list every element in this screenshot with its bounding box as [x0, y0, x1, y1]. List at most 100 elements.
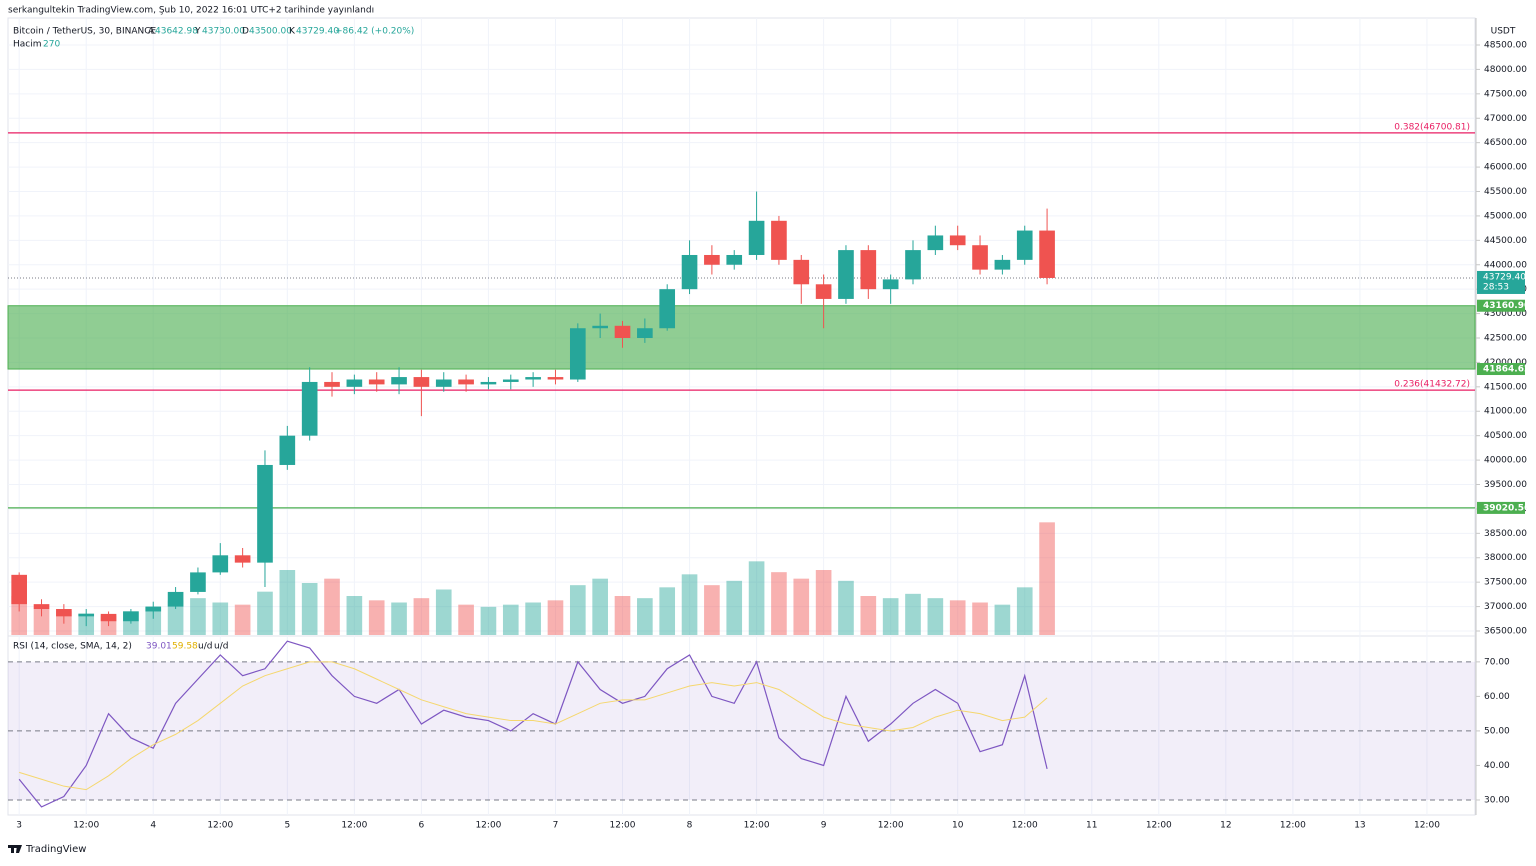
rsi-sma-value: 59.58 — [172, 642, 198, 652]
x-tick-label: 12:00 — [73, 821, 99, 831]
volume-bar — [502, 604, 519, 635]
candle-body — [905, 250, 921, 280]
volume-bar — [614, 596, 631, 635]
volume-bar — [1016, 587, 1033, 635]
volume-bar — [480, 606, 497, 635]
rsi-tick-label: 60.00 — [1484, 692, 1510, 702]
y-tick-label: 36500.00 — [1484, 626, 1527, 636]
rsi-title: RSI (14, close, SMA, 14, 2) — [13, 642, 132, 652]
candle-body — [793, 259, 810, 285]
y-tick-label: 47500.00 — [1484, 89, 1527, 99]
volume-bar — [279, 570, 296, 635]
volume-label: Hacim — [13, 40, 42, 50]
candle-body — [212, 555, 229, 573]
candle-body — [525, 377, 541, 380]
y-tick-label: 43000.00 — [1484, 309, 1527, 319]
x-tick-label: 11 — [1086, 821, 1097, 831]
volume-bar — [815, 570, 832, 635]
price-tag — [1477, 270, 1525, 294]
candle-body — [748, 220, 765, 255]
candle-body — [502, 379, 519, 382]
x-tick-label: 12:00 — [744, 821, 770, 831]
x-tick-label: 13 — [1354, 821, 1365, 831]
x-tick-label: 12:00 — [1146, 821, 1172, 831]
volume-bar — [748, 561, 765, 635]
volume-bar — [525, 602, 541, 635]
y-tick-label: 48500.00 — [1484, 41, 1527, 51]
x-tick-label: 12:00 — [1012, 821, 1038, 831]
volume-bar — [190, 598, 206, 635]
volume-bar — [391, 602, 407, 635]
ohlc-value: 43729.40 — [296, 27, 339, 37]
volume-bar — [882, 598, 899, 635]
candle-body — [569, 328, 586, 380]
x-tick-label: 4 — [150, 821, 156, 831]
candle-body — [949, 235, 966, 246]
x-tick-label: 12 — [1220, 821, 1231, 831]
volume-bar — [257, 591, 273, 635]
y-tick-label: 40000.00 — [1484, 456, 1527, 466]
volume-bar — [704, 585, 720, 635]
candle-body — [100, 613, 117, 622]
countdown: 28:53 — [1483, 282, 1509, 292]
y-tick-label: 46000.00 — [1484, 163, 1527, 173]
candle-body — [882, 279, 899, 290]
level-label: 0.382(46700.81) — [1394, 122, 1470, 132]
candle-body — [972, 245, 988, 270]
candle-body — [637, 328, 653, 339]
plot: 0.382(46700.81) 0.236(41432.72) — [7, 122, 1476, 808]
candle-body — [346, 379, 363, 387]
ohlc-header: A 43642.98Y 43730.00D 43500.00K 43729.40+86.… — [148, 27, 414, 37]
volume-bar — [860, 596, 877, 635]
y-tick-label: 45000.00 — [1484, 211, 1527, 221]
y-tick-label: 44000.00 — [1484, 260, 1527, 270]
candle-body — [681, 254, 698, 290]
volume-bar — [324, 578, 340, 635]
logo — [8, 845, 22, 853]
volume-bar — [212, 602, 229, 635]
rsi-tick-label: 70.00 — [1484, 657, 1510, 667]
level-label: 0.236(41432.72) — [1394, 380, 1470, 390]
rsi-line — [18, 640, 1048, 808]
volume-bar — [838, 580, 854, 635]
volume-bar — [905, 593, 921, 635]
ohlc-key: A — [148, 27, 155, 37]
volume-bar — [927, 598, 944, 635]
y-tick-label: 44500.00 — [1484, 236, 1527, 246]
volume-bar — [368, 600, 385, 635]
volume-bar — [435, 589, 452, 635]
volume-bar — [33, 609, 50, 635]
x-tick-label: 9 — [821, 821, 827, 831]
candle-body — [413, 377, 430, 387]
change: +86.42 (+0.20%) — [335, 27, 414, 37]
unit: USDT — [1491, 27, 1516, 37]
price-tag-label: 39020.56 — [1483, 503, 1530, 513]
x-tick-label: 7 — [553, 821, 559, 831]
y-tick-label: 45500.00 — [1484, 187, 1527, 197]
volume-bar — [145, 606, 162, 635]
candle-body — [33, 604, 50, 610]
y-tick-label: 48000.00 — [1484, 65, 1527, 75]
y-tick-label: 42000.00 — [1484, 358, 1527, 368]
price-tag — [1477, 363, 1525, 376]
candle-body — [123, 611, 139, 622]
candle-body — [927, 235, 944, 251]
volume-bar — [167, 600, 184, 635]
volume-bar — [569, 585, 586, 635]
candle-body — [860, 250, 877, 290]
candle-body — [279, 435, 296, 465]
symbol: Bitcoin / TetherUS, 30, BINANCE — [13, 27, 157, 37]
x-tick-label: 12:00 — [207, 821, 233, 831]
candle-body — [78, 613, 95, 617]
candle-body — [11, 574, 27, 605]
volume-bar — [346, 596, 363, 635]
volume-value: 270 — [43, 40, 60, 50]
y-tick-label: 41000.00 — [1484, 407, 1527, 417]
candle-body — [815, 284, 832, 299]
axes: 3 12:00 4 12:00 5 12:00 6 12:00 7 12:00 8 12:00 9 12:… — [16, 41, 1530, 831]
volume-bar — [413, 598, 430, 635]
candle-body — [704, 254, 720, 265]
candle-body — [838, 250, 854, 299]
volume-bar — [11, 596, 27, 635]
candle-body — [368, 379, 385, 385]
